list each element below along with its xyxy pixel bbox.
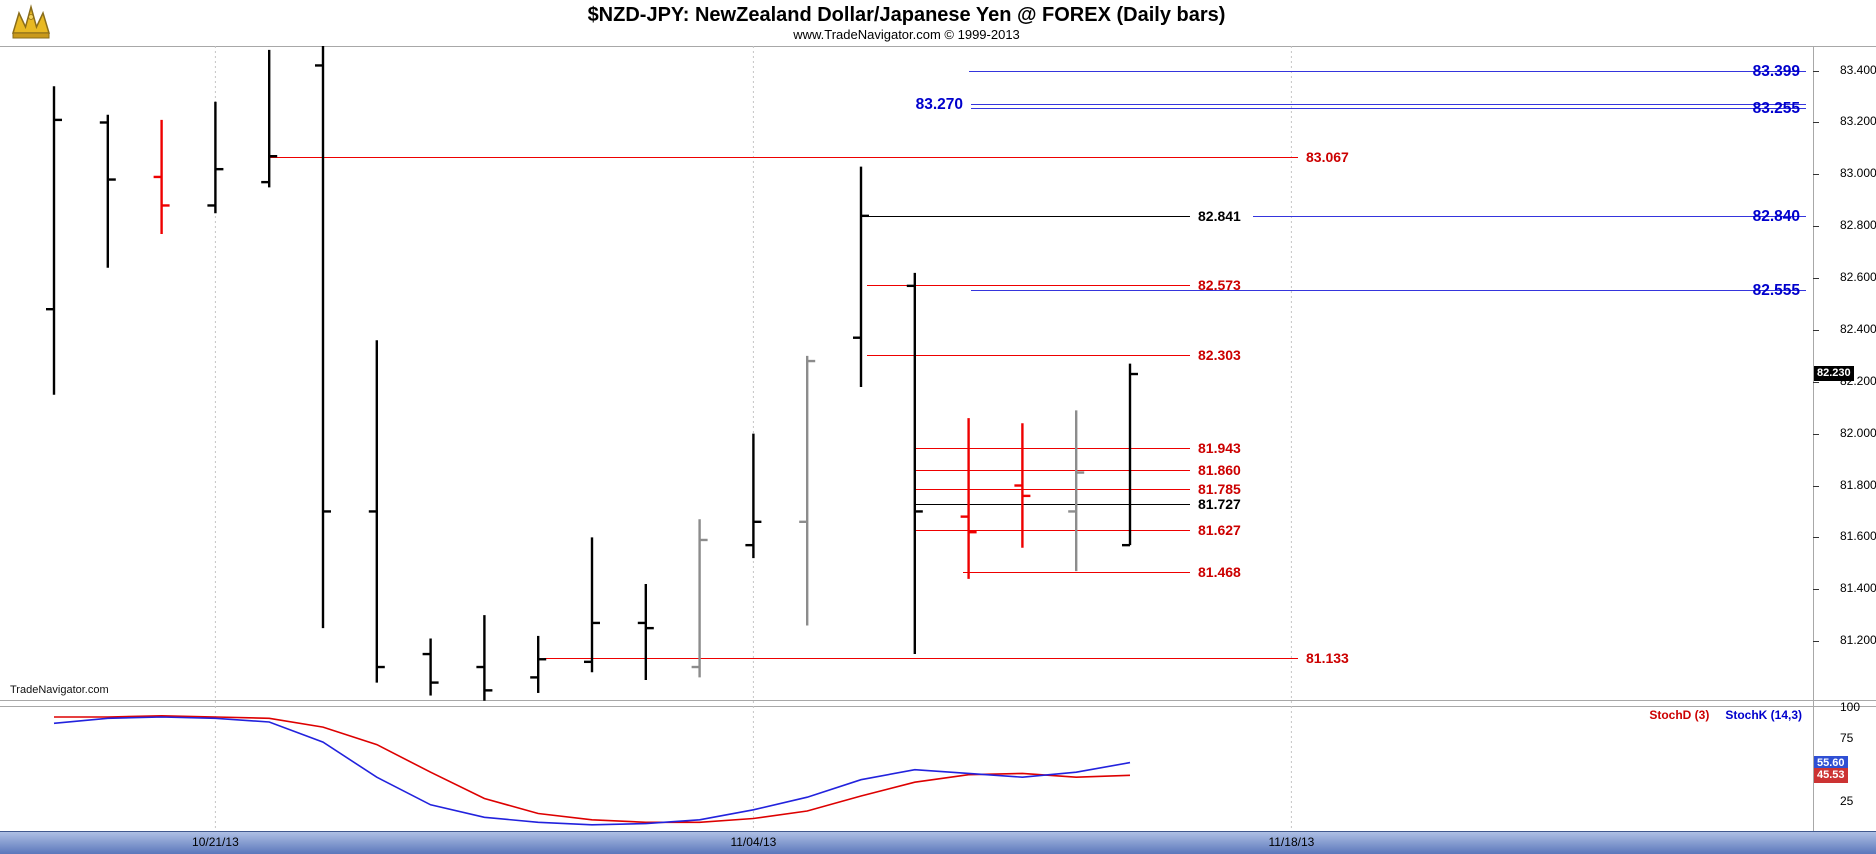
chart-title: $NZD-JPY: NewZealand Dollar/Japanese Yen…: [587, 4, 1226, 26]
ohlc-bar: [1068, 410, 1085, 572]
price-level-label: 83.270: [916, 96, 963, 113]
stoch-axis-tick-label: 100: [1840, 700, 1861, 714]
price-axis-tick-label: 82.400: [1840, 321, 1876, 336]
price-axis-tick-label: 82.000: [1840, 425, 1876, 440]
price-axis-tick-label: 82.200: [1840, 373, 1876, 388]
stoch-d-badge: 45.53: [1814, 768, 1848, 784]
price-level-label: 83.399: [1753, 63, 1801, 80]
stoch-k-legend-label: StochK (14,3): [1725, 708, 1802, 722]
ohlc-bar: [584, 537, 600, 673]
ohlc-bar: [207, 101, 224, 214]
stoch-d-line: [54, 714, 1131, 824]
price-level-label: 82.841: [1198, 208, 1241, 224]
date-axis: 10/21/13 11/04/13 11/18/13: [0, 831, 1876, 854]
date-label: 11/04/13: [730, 835, 777, 849]
price-level-label: 81.785: [1198, 481, 1241, 497]
date-label: 10/21/13: [192, 835, 239, 849]
ohlc-bar: [153, 119, 170, 234]
stoch-axis-tick-label: 75: [1840, 731, 1854, 746]
price-axis-tick-label: 82.800: [1840, 218, 1876, 233]
ohlc-bar: [422, 638, 439, 696]
ohlc-bars: [46, 46, 1138, 701]
ohlc-bar: [691, 519, 708, 678]
ohlc-bar: [261, 49, 278, 188]
price-panel-top-border: [0, 46, 1876, 47]
price-level-label: 81.627: [1198, 522, 1241, 538]
price-axis-tick-label: 81.800: [1840, 477, 1876, 492]
ohlc-bar: [368, 340, 385, 683]
ohlc-bar: [637, 584, 654, 680]
price-axis-tick-label: 83.400: [1840, 62, 1876, 77]
ohlc-bar: [960, 418, 977, 579]
price-level-label: 82.303: [1198, 347, 1241, 363]
price-level-label: 81.860: [1198, 462, 1241, 478]
last-price-badge: 82.230: [1814, 366, 1854, 381]
price-level-label: 83.255: [1753, 100, 1801, 117]
stochastic-panel[interactable]: [0, 706, 1813, 831]
ohlc-bar: [315, 46, 331, 629]
price-level-label: 82.840: [1753, 208, 1800, 225]
ohlc-bar: [476, 615, 493, 701]
price-level-label: 83.067: [1306, 149, 1349, 165]
ohlc-bar: [799, 355, 816, 626]
tradenavigator-logo: [8, 3, 54, 43]
price-axis-border: [1813, 46, 1814, 831]
watermark: TradeNavigator.com: [10, 684, 109, 696]
stoch-legend: StochD (3) StochK (14,3): [1649, 708, 1802, 722]
price-axis-tick-label: 81.200: [1840, 633, 1876, 648]
stoch-d-legend-label: StochD (3): [1649, 708, 1710, 722]
price-axis-tick-label: 83.200: [1840, 114, 1876, 129]
date-label: 11/18/13: [1268, 835, 1315, 849]
price-axis-tick-label: 82.600: [1840, 270, 1876, 285]
stoch-k-badge: 55.60: [1814, 755, 1848, 771]
gold-emblem-icon: [11, 4, 51, 39]
stoch-axis-tick-label: 25: [1840, 793, 1854, 808]
stoch-panel-top-border: [0, 706, 1876, 707]
price-level-label: 82.555: [1753, 282, 1801, 299]
ohlc-bar: [745, 433, 762, 559]
ohlc-bar: [530, 635, 547, 693]
price-chart-panel[interactable]: 83.399 83.270 83.255 83.067 82.841 82.840 82.5…: [0, 46, 1813, 703]
ohlc-bar: [46, 86, 62, 395]
price-level-label: 81.727: [1198, 496, 1241, 512]
ohlc-bar: [906, 272, 923, 655]
price-level-label: 81.468: [1198, 564, 1241, 580]
price-panel-bottom-border: [0, 700, 1876, 701]
ohlc-bar: [853, 166, 869, 387]
price-level-label: 82.573: [1198, 277, 1241, 293]
ohlc-bar: [1014, 423, 1031, 548]
price-level-label: 81.943: [1198, 440, 1241, 456]
price-axis-tick-label: 81.600: [1840, 529, 1876, 544]
price-axis-tick-label: 81.400: [1840, 581, 1876, 596]
chart-subtitle: www.TradeNavigator.com © 1999-2013: [793, 27, 1020, 42]
stoch-k-line: [53, 716, 1131, 826]
price-axis-tick-label: 83.000: [1840, 166, 1876, 181]
ohlc-bar: [99, 114, 116, 268]
ohlc-bar: [1122, 363, 1138, 547]
price-level-label: 81.133: [1306, 650, 1349, 666]
